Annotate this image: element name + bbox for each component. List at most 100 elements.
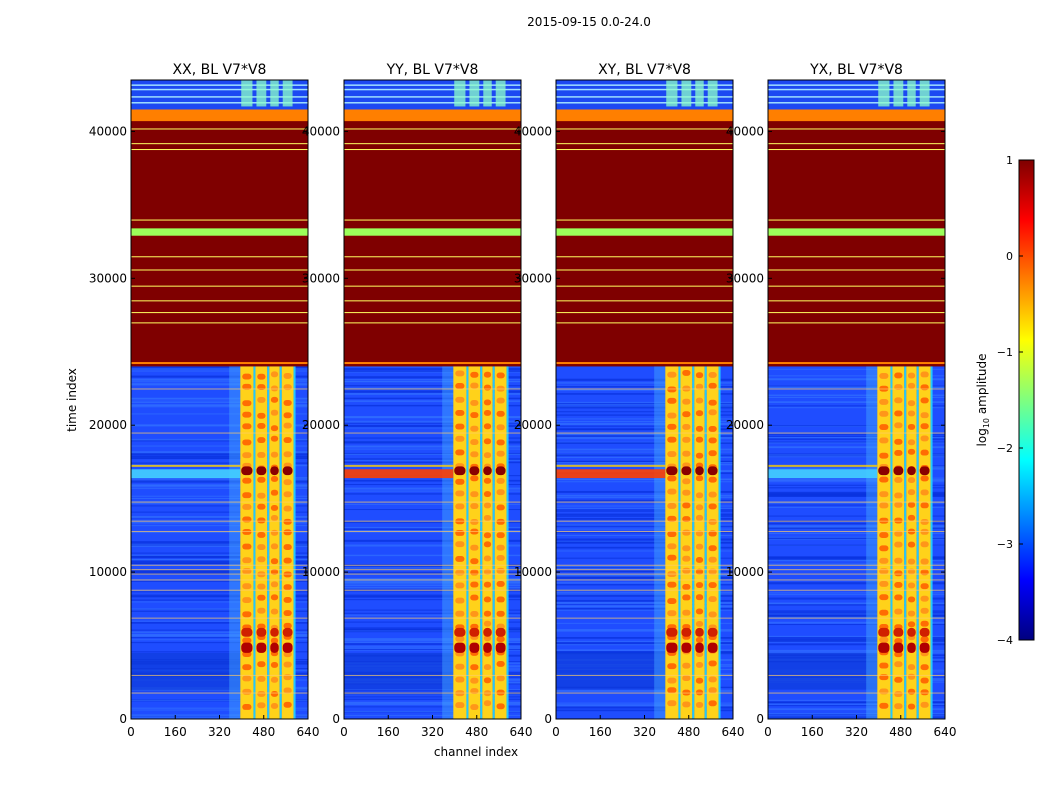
- colorbar-tick-label: −2: [997, 442, 1013, 455]
- heatmap-texture-line: [131, 621, 308, 624]
- heatmap-faint-line: [131, 501, 308, 503]
- heatmap-texture-line: [768, 703, 945, 705]
- heatmap-texture-line: [344, 427, 521, 429]
- heatmap-texture-line: [344, 571, 521, 574]
- heatmap-column-blob: [283, 661, 292, 668]
- heatmap-texture-line: [556, 591, 733, 593]
- heatmap-saturated-blob: [282, 642, 293, 653]
- heatmap-yellow-line: [556, 285, 733, 287]
- heatmap-yellow-line: [768, 312, 945, 314]
- heatmap-texture-line: [131, 544, 308, 546]
- heatmap-column-blob: [257, 675, 266, 682]
- heatmap-top-column: [681, 80, 692, 107]
- heatmap-texture-line: [131, 425, 308, 427]
- heatmap-column-blob: [257, 476, 266, 483]
- heatmap-texture-line: [131, 495, 308, 497]
- heatmap-column-blob: [242, 583, 252, 590]
- heatmap-column-blob: [667, 436, 677, 443]
- heatmap-yellow-line: [344, 149, 521, 151]
- heatmap-texture-line: [131, 610, 308, 612]
- heatmap-saturated-blob: [495, 642, 506, 653]
- heatmap-column-blob: [257, 422, 266, 429]
- heatmap-texture-line: [556, 649, 733, 652]
- heatmap-column-halo: [442, 366, 454, 719]
- heatmap-texture-line: [344, 530, 521, 532]
- heatmap-saturated-region: [344, 116, 521, 367]
- heatmap-column-blob: [879, 557, 889, 564]
- colorbar: 10−1−2−3−4 log10 amplitude: [975, 154, 1035, 647]
- heatmap-saturated-blob: [666, 642, 678, 653]
- heatmap-yellow-line: [344, 143, 521, 145]
- heatmap-texture-line: [768, 526, 945, 528]
- heatmap-column-gap: [916, 366, 919, 719]
- heatmap-orange-band: [768, 109, 945, 122]
- heatmap-column-blob: [483, 610, 492, 617]
- heatmap-faint-line: [768, 432, 945, 434]
- heatmap-column-blob: [667, 515, 677, 522]
- x-tick-label: 0: [764, 725, 772, 739]
- heatmap-column-blob: [894, 691, 903, 697]
- heatmap-column-blob: [879, 424, 889, 430]
- heatmap-column-blob: [879, 581, 889, 587]
- heatmap-orange-edge: [556, 362, 733, 365]
- heatmap-texture-line: [344, 528, 521, 530]
- heatmap-column-blob: [879, 372, 889, 379]
- heatmap-column-blob: [894, 450, 903, 456]
- heatmap-column-blob: [667, 554, 677, 561]
- heatmap-texture-line: [556, 481, 733, 483]
- heatmap-texture-line: [344, 385, 521, 387]
- heatmap-texture-line: [131, 651, 308, 653]
- heatmap-yellow-line: [131, 300, 308, 302]
- heatmap-texture-line: [556, 510, 733, 512]
- heatmap-column-blob: [894, 438, 903, 445]
- heatmap-column-blob: [270, 371, 279, 378]
- heatmap-column-blob: [257, 373, 266, 380]
- heatmap-low-band: [768, 652, 884, 690]
- heatmap-column-blob: [283, 584, 292, 591]
- heatmap-texture-line: [344, 425, 521, 428]
- heatmap-column-blob: [695, 452, 704, 459]
- heatmap-texture-line: [131, 521, 308, 524]
- heatmap-texture-line: [131, 400, 308, 402]
- heatmap-column-blob: [695, 543, 704, 550]
- x-tick-label: 480: [252, 725, 275, 739]
- heatmap-column-blob: [894, 661, 903, 668]
- heatmap-texture-line: [344, 587, 521, 589]
- heatmap-texture-line: [768, 558, 945, 560]
- heatmap-top-column: [282, 80, 293, 107]
- heatmap-yellow-line: [131, 269, 308, 271]
- heatmap-saturated-blob: [681, 627, 692, 637]
- heatmap-column-blob: [242, 452, 252, 459]
- heatmap-texture-line: [768, 536, 945, 538]
- heatmap-texture-line: [131, 552, 308, 554]
- heatmap-texture-line: [556, 577, 733, 579]
- y-tick-label: 20000: [302, 418, 340, 432]
- heatmap-column-blob: [257, 623, 266, 630]
- heatmap-texture-line: [131, 486, 308, 488]
- heatmap-texture-line: [131, 642, 308, 644]
- heatmap-texture-line: [131, 454, 308, 456]
- heatmap-column-blob: [695, 608, 704, 615]
- heatmap-texture-line: [131, 479, 308, 481]
- colorbar-ticks: 1 0 −1 −2 −3 −4: [997, 154, 1023, 647]
- heatmap-texture-line: [131, 451, 308, 454]
- heatmap-stripe-edge: [768, 464, 878, 467]
- heatmap-column-blob: [242, 543, 252, 550]
- heatmap-column-blob: [242, 557, 252, 564]
- heatmap-green-band: [344, 228, 521, 236]
- heatmap-texture-line: [768, 523, 945, 525]
- heatmap-column-gap: [293, 366, 296, 719]
- heatmap-texture-line: [556, 709, 733, 712]
- heatmap-texture-line: [556, 401, 733, 403]
- heatmap-column-blob: [483, 677, 492, 684]
- heatmap-column-blob: [283, 596, 292, 603]
- heatmap-column-gap: [253, 366, 256, 719]
- heatmap-texture-line: [344, 487, 521, 490]
- heatmap-column-blob: [496, 410, 505, 417]
- heatmap-column-blob: [483, 596, 492, 603]
- heatmap-column-gap: [678, 366, 681, 719]
- colorbar-tick-label: −3: [997, 538, 1013, 551]
- heatmap-column-blob: [894, 501, 903, 508]
- heatmap-signal-column: [269, 366, 280, 719]
- heatmap-saturated-blob: [270, 642, 279, 653]
